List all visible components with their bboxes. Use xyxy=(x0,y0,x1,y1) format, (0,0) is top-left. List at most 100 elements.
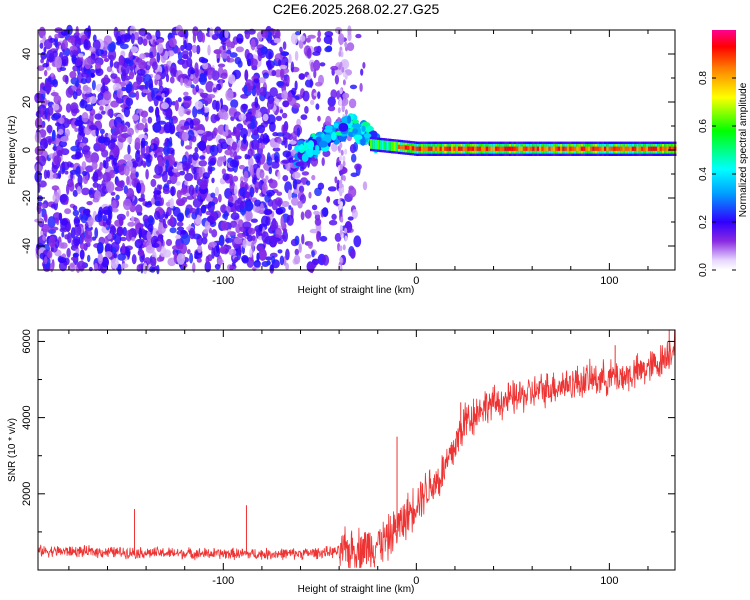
spectrogram-noise-cell xyxy=(175,234,181,240)
spectrogram-noise-cell xyxy=(207,215,215,223)
spectrogram-noise-cell xyxy=(50,203,56,209)
spectrogram-heatmap xyxy=(34,24,677,275)
spectrogram-noise-cell xyxy=(143,127,149,133)
spectrogram-noise-cell xyxy=(61,167,66,173)
spectrogram-noise-cell xyxy=(58,117,65,124)
spectrogram-carrier-peak xyxy=(601,146,605,151)
spectrogram-noise-cell xyxy=(190,74,194,80)
colorbar-gradient xyxy=(712,30,736,270)
spectrogram-noise-cell xyxy=(229,52,238,58)
spectrogram-noise-cell xyxy=(257,124,266,134)
spectrogram-noise-cell xyxy=(204,220,211,232)
spectrogram-noise-cell xyxy=(36,65,45,71)
spectrogram-noise-cell xyxy=(300,114,308,120)
snr-y-tick-label: 4000 xyxy=(21,405,33,429)
spectrogram-noise-cell xyxy=(213,127,218,136)
spectrogram-noise-cell xyxy=(308,262,315,273)
spectrogram-panel: -100 0 100 -40 -20 0 20 40 Height of straight … xyxy=(7,24,677,296)
spectrogram-y-tick-label: 40 xyxy=(21,48,33,60)
spectrogram-noise-cell xyxy=(138,197,146,202)
spectrogram-noise-cell xyxy=(47,113,51,122)
spectrogram-noise-cell xyxy=(209,157,216,166)
spectrogram-noise-cell xyxy=(182,263,188,268)
snr-y-ticks: 2000 4000 6000 xyxy=(21,329,675,571)
spectrogram-noise-cell xyxy=(175,181,181,186)
spectrogram-carrier-peak xyxy=(583,146,587,151)
spectrogram-noise-cell xyxy=(156,51,161,63)
spectrogram-noise-cell xyxy=(281,159,290,164)
spectrogram-noise-cell xyxy=(189,252,194,264)
spectrogram-carrier-mid xyxy=(372,139,376,149)
spectrogram-noise-cell xyxy=(229,159,239,168)
spectrogram-carrier-peak xyxy=(481,146,485,151)
spectrogram-noise-cell xyxy=(88,124,98,130)
spectrogram-noise-cell xyxy=(234,199,240,211)
spectrogram-noise-cell xyxy=(209,144,219,156)
spectrogram-noise-cell xyxy=(301,233,305,245)
spectrogram-noise-cell xyxy=(350,172,358,178)
spectrogram-noise-cell xyxy=(305,180,311,186)
spectrogram-noise-cell xyxy=(362,181,368,191)
spectrogram-noise-cell xyxy=(344,41,348,48)
spectrogram-noise-cell xyxy=(168,136,173,146)
spectrogram-noise-cell xyxy=(64,75,69,85)
spectrogram-noise-cell xyxy=(210,113,218,124)
spectrogram-noise-cell xyxy=(41,203,47,209)
spectrogram-noise-cell xyxy=(101,179,106,188)
spectrogram-noise-cell xyxy=(261,182,268,195)
spectrogram-noise-cell xyxy=(312,51,321,56)
colorbar-ticks: 0.0 0.2 0.4 0.6 0.8 xyxy=(698,71,736,277)
spectrogram-noise-cell xyxy=(40,230,44,236)
spectrogram-carrier-peak xyxy=(490,146,494,151)
spectrogram-noise-cell xyxy=(285,262,289,271)
spectrogram-noise-cell xyxy=(49,226,59,231)
spectrogram-noise-cell xyxy=(47,250,53,259)
spectrogram-noise-cell xyxy=(183,95,192,101)
spectrogram-noise-cell xyxy=(149,256,157,267)
spectrogram-noise-cell xyxy=(96,183,102,192)
spectrogram-noise-cell xyxy=(192,31,196,44)
spectrogram-carrier-peak xyxy=(576,146,580,151)
spectrogram-noise-cell xyxy=(329,35,333,46)
spectrogram-noise-cell xyxy=(227,231,237,236)
spectrogram-noise-cell xyxy=(110,133,118,140)
spectrogram-noise-cell xyxy=(152,46,157,58)
spectrogram-noise-cell xyxy=(94,214,103,223)
spectrogram-carrier-peak xyxy=(488,146,492,151)
spectrogram-noise-cell xyxy=(244,30,251,40)
spectrogram-noise-cell xyxy=(99,128,105,135)
spectrogram-noise-cell xyxy=(117,253,126,261)
spectrogram-noise-cell xyxy=(298,73,305,80)
spectrogram-carrier-peak xyxy=(462,146,466,151)
spectrogram-noise-cell xyxy=(163,145,170,156)
spectrogram-noise-cell xyxy=(277,249,283,254)
spectrogram-carrier-peak xyxy=(562,146,566,151)
spectrogram-noise-cell xyxy=(84,104,93,112)
spectrogram-signal-cell xyxy=(295,161,305,167)
spectrogram-noise-cell xyxy=(176,213,184,222)
spectrogram-noise-cell xyxy=(58,128,64,135)
spectrogram-noise-cell xyxy=(81,112,89,123)
spectrogram-noise-cell xyxy=(339,179,343,186)
spectrogram-noise-cell xyxy=(98,99,108,106)
spectrogram-noise-cell xyxy=(205,144,211,155)
spectrogram-noise-cell xyxy=(362,62,366,69)
spectrogram-noise-cell xyxy=(135,90,140,101)
spectrogram-noise-cell xyxy=(109,59,114,68)
spectrogram-carrier-peak xyxy=(569,146,573,151)
spectrogram-carrier-peak xyxy=(550,146,554,151)
spectrogram-carrier-peak xyxy=(546,146,550,151)
spectrogram-noise-cell xyxy=(268,179,278,189)
spectrogram-noise-cell xyxy=(279,109,284,114)
spectrogram-noise-cell xyxy=(43,46,47,53)
spectrogram-noise-cell xyxy=(339,225,343,231)
spectrogram-x-label: Height of straight line (km) xyxy=(298,285,415,296)
spectrogram-noise-cell xyxy=(99,105,104,111)
spectrogram-noise-cell xyxy=(148,216,155,226)
spectrogram-noise-cell xyxy=(294,248,299,256)
spectrogram-noise-cell xyxy=(119,236,127,242)
spectrogram-noise-cell xyxy=(354,163,362,171)
spectrogram-noise-cell xyxy=(125,229,132,242)
spectrogram-noise-cell xyxy=(355,33,362,39)
spectrogram-carrier-peak xyxy=(543,146,547,151)
